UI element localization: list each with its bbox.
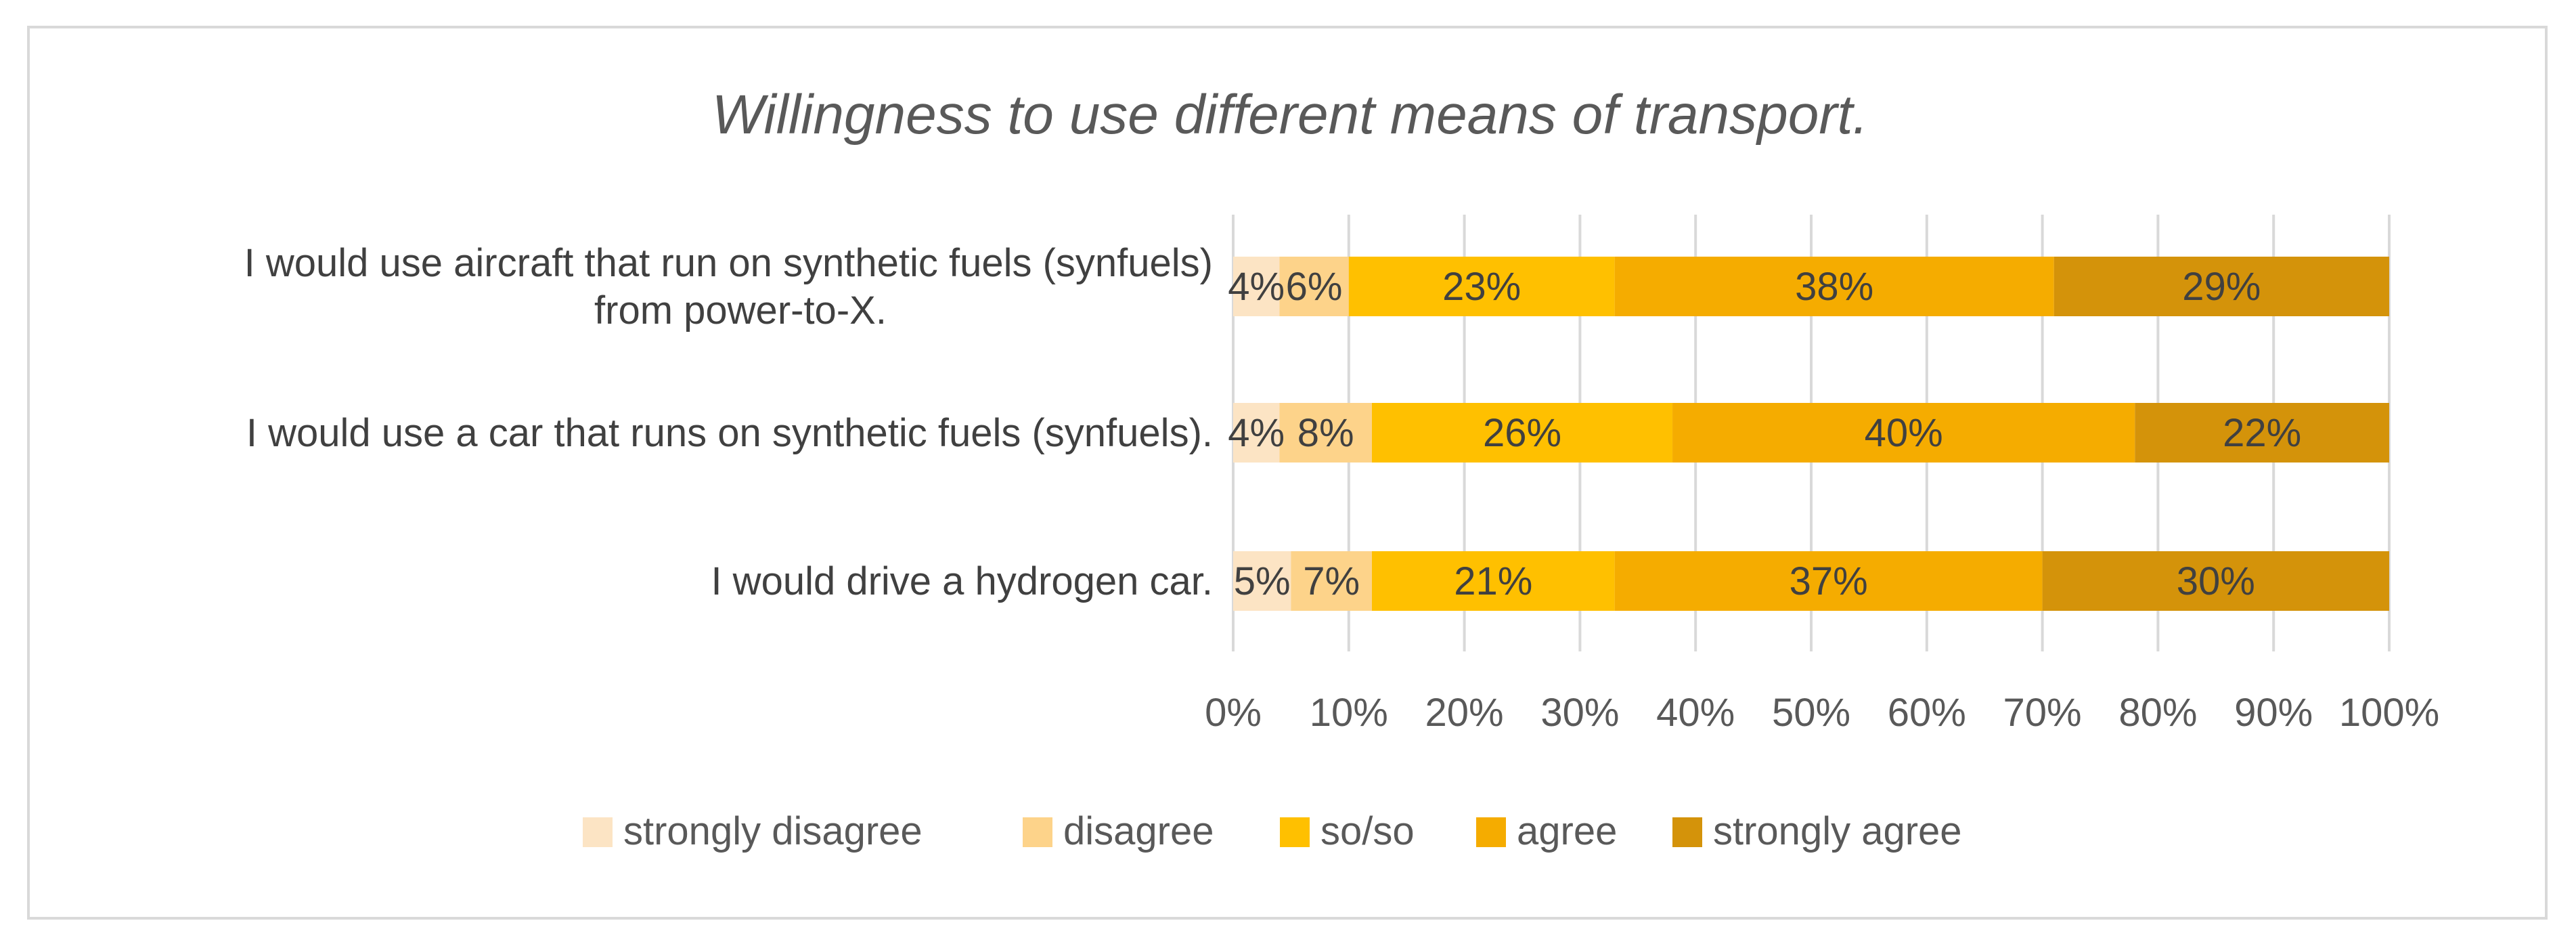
bar-segment [1233, 551, 1291, 611]
category-label: I would use aircraft that run on synthet… [244, 241, 1213, 285]
bar-segment [1614, 551, 2043, 611]
legend-label: disagree [1063, 809, 1214, 853]
x-tick-label: 20% [1425, 691, 1504, 735]
x-tick-label: 30% [1540, 691, 1619, 735]
bar-segment [1672, 403, 2135, 463]
x-tick-label: 10% [1310, 691, 1388, 735]
data-label: 7% [1303, 559, 1360, 603]
bar-segment [2135, 403, 2389, 463]
data-label: 4% [1228, 411, 1285, 455]
data-label: 40% [1865, 411, 1943, 455]
bar-segment [1279, 257, 1349, 316]
chart-frame: Willingness to use different means of tr… [27, 26, 2548, 920]
data-label: 8% [1297, 411, 1354, 455]
x-tick-label: 0% [1205, 691, 1262, 735]
legend-label: strongly agree [1713, 809, 1962, 853]
bar-segment [1348, 257, 1615, 316]
legend-swatch [1672, 817, 1702, 847]
data-labels: 4% 6% 23% 38% 29%4% 8% 26% 40% 22%5% 7% 21% 37% 30% [1228, 265, 2301, 603]
bars [1233, 257, 2389, 611]
bar-segment [1291, 551, 1372, 611]
data-label: 30% [2177, 559, 2255, 603]
data-label: 26% [1483, 411, 1561, 455]
data-label: 38% [1795, 265, 1873, 309]
legend-label: so/so [1320, 809, 1415, 853]
data-label: 6% [1286, 265, 1343, 309]
data-label: 23% [1442, 265, 1521, 309]
x-tick-label: 40% [1656, 691, 1735, 735]
chart: Willingness to use different means of tr… [244, 84, 2440, 853]
data-label: 4% [1228, 265, 1285, 309]
legend: strongly disagree disagree so/so agree stron… [583, 809, 1962, 853]
legend-label: agree [1517, 809, 1617, 853]
x-tick-label: 70% [2003, 691, 2082, 735]
x-tick-label: 60% [1888, 691, 1966, 735]
legend-swatch [1023, 817, 1052, 847]
bar-segment [1279, 403, 1372, 463]
category-label: I would drive a hydrogen car. [711, 559, 1213, 603]
category-label: I would use a car that runs on synthetic… [246, 411, 1213, 455]
bar-segment [1371, 551, 1615, 611]
data-label: 29% [2182, 265, 2261, 309]
x-tick-label: 100% [2339, 691, 2439, 735]
data-label: 21% [1454, 559, 1532, 603]
x-tick-label: 80% [2118, 691, 2197, 735]
legend-swatch [1280, 817, 1310, 847]
data-label: 37% [1790, 559, 1868, 603]
data-label: 5% [1234, 559, 1291, 603]
bar-segment [1233, 257, 1280, 316]
bar-segment [1233, 403, 1280, 463]
category-label: from power-to-X. [594, 288, 887, 332]
x-tick-label: 90% [2234, 691, 2313, 735]
legend-swatch [583, 817, 613, 847]
chart-title: Willingness to use different means of tr… [712, 84, 1868, 146]
category-labels: I would use aircraft that run on synthet… [244, 241, 1213, 603]
legend-swatch [1476, 817, 1506, 847]
x-axis-ticks: 0% 10% 20% 30% 40% 50% 60% 70% 80% 90% 100% [1205, 691, 2439, 735]
data-label: 22% [2223, 411, 2301, 455]
x-tick-label: 50% [1772, 691, 1850, 735]
bar-segment [2053, 257, 2389, 316]
legend-label: strongly disagree [623, 809, 923, 853]
bar-segment [1614, 257, 2054, 316]
bar-segment [2042, 551, 2389, 611]
bar-segment [1371, 403, 1673, 463]
